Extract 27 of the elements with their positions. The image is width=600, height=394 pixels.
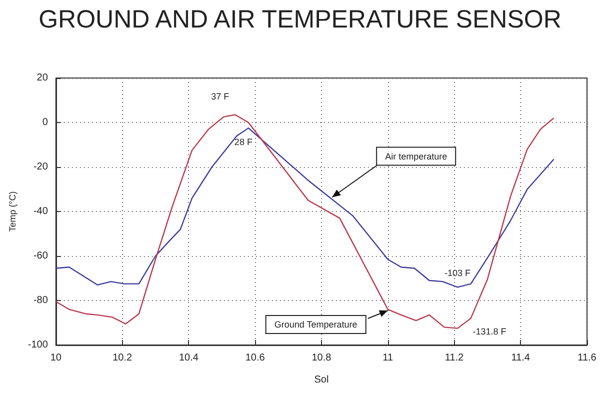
annotation: Air temperature xyxy=(385,151,448,162)
x-tick-label: 11 xyxy=(382,352,394,364)
annotation: Ground Temperature xyxy=(274,320,358,330)
x-tick-label: 11.4 xyxy=(511,352,530,364)
annotation: 28 F xyxy=(234,137,253,148)
annotation: -131.8 F xyxy=(472,326,507,336)
x-tick-label: 10.4 xyxy=(178,352,199,364)
x-axis-title: Sol xyxy=(314,374,329,386)
y-tick-label: -20 xyxy=(33,162,48,172)
y-axis-title: Temp (°C) xyxy=(8,191,18,232)
x-tick-label: 10.2 xyxy=(112,352,132,364)
annotation: -103 F xyxy=(444,268,472,278)
y-tick-label: -40 xyxy=(33,206,48,217)
x-tick-label: 11.2 xyxy=(444,352,464,364)
x-tick-label: 11.6 xyxy=(578,352,597,364)
annotation: 37 F xyxy=(211,92,230,102)
y-tick-label: -60 xyxy=(33,250,48,262)
y-tick-label: 0 xyxy=(42,117,48,128)
y-tick-label: -100 xyxy=(28,340,48,350)
y-tick-label: -80 xyxy=(33,295,48,306)
x-tick-label: 10 xyxy=(50,352,62,364)
x-tick-label: 10.8 xyxy=(312,352,332,364)
x-tick-label: 10.6 xyxy=(245,352,266,364)
line-series xyxy=(55,114,554,329)
y-tick-label: 20 xyxy=(36,72,48,84)
line-series xyxy=(55,127,554,288)
chart-title: GROUND AND AIR TEMPERATURE SENSOR xyxy=(38,6,562,34)
